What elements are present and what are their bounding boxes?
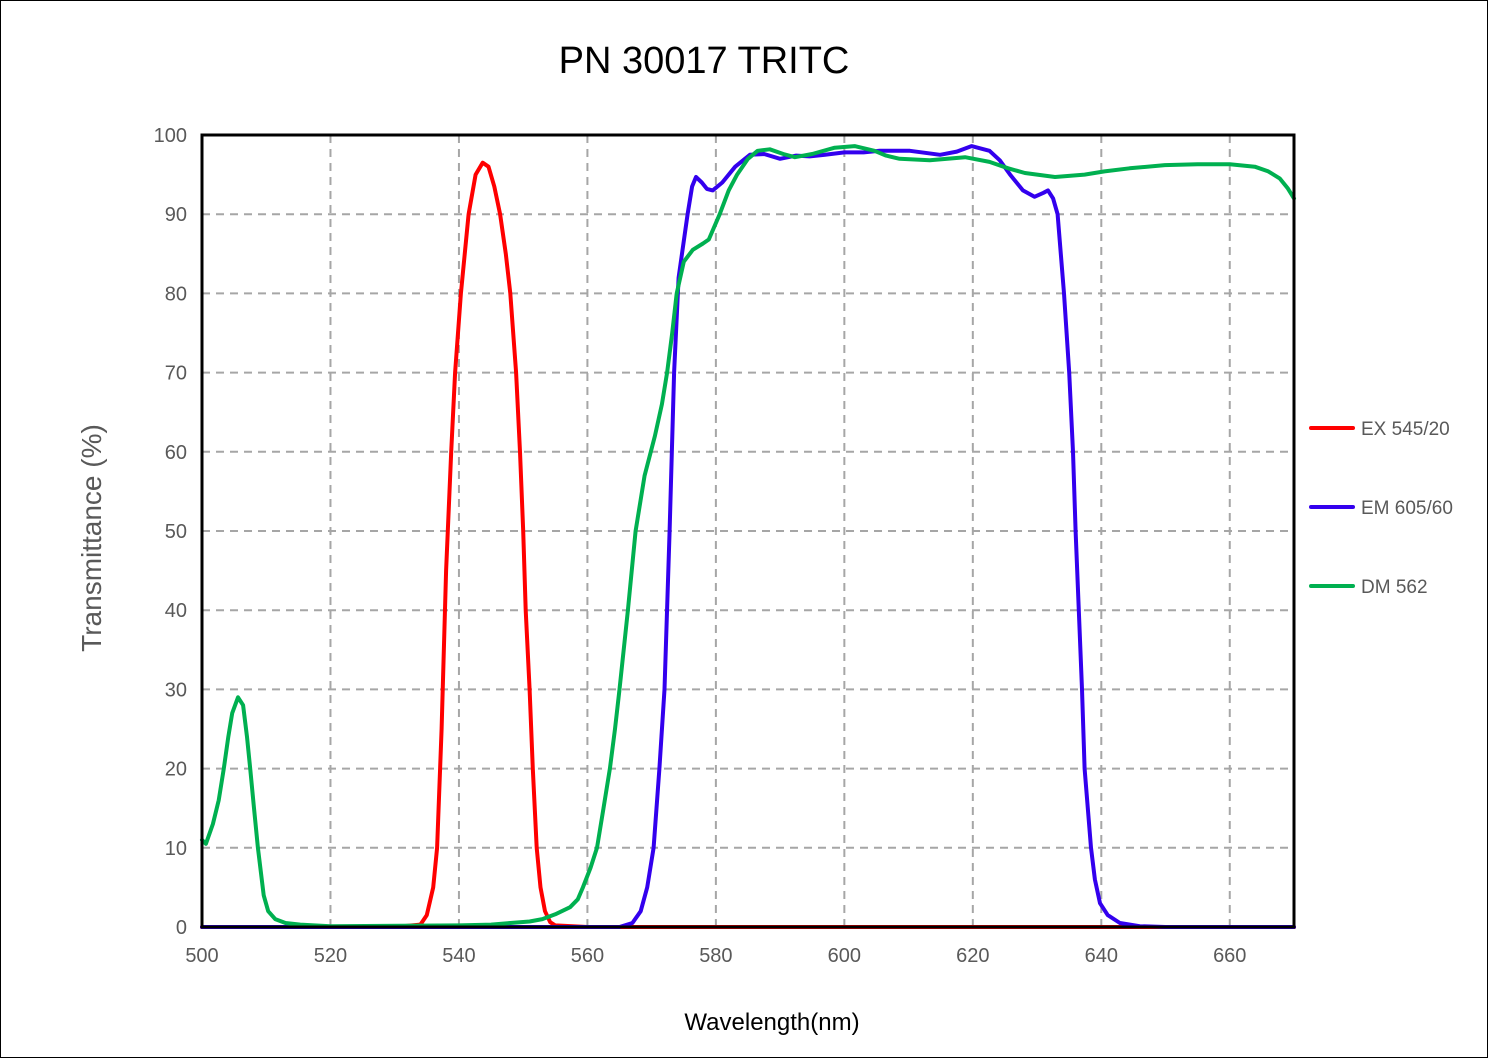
x-tick-label: 580 xyxy=(699,945,732,967)
y-tick-label: 20 xyxy=(165,759,187,781)
legend-label: EM 605/60 xyxy=(1361,498,1453,519)
y-tick-label: 10 xyxy=(165,838,187,860)
y-tick-label: 70 xyxy=(165,363,187,385)
x-tick-label: 500 xyxy=(185,945,218,967)
y-tick-label: 60 xyxy=(165,442,187,464)
y-tick-label: 80 xyxy=(165,283,187,305)
y-tick-label: 40 xyxy=(165,600,187,622)
x-tick-label: 600 xyxy=(828,945,861,967)
chart-title: PN 30017 TRITC xyxy=(559,40,850,82)
x-tick-label: 640 xyxy=(1085,945,1118,967)
x-tick-label: 520 xyxy=(314,945,347,967)
legend-label: EX 545/20 xyxy=(1361,419,1450,440)
x-tick-label: 620 xyxy=(956,945,989,967)
series-line-ex-545-20 xyxy=(200,160,1296,929)
y-axis-label: Transmittance (%) xyxy=(76,424,107,652)
x-tick-label: 560 xyxy=(571,945,604,967)
y-tick-label: 0 xyxy=(176,917,187,939)
series-line-dm-562 xyxy=(200,144,1296,929)
y-tick-label: 30 xyxy=(165,679,187,701)
y-tick-label: 90 xyxy=(165,204,187,226)
legend-item-dm-562: DM 562 xyxy=(1309,577,1428,598)
y-axis-ticks: 0 10 20 30 40 50 60 70 80 90 100 xyxy=(154,125,187,939)
series-line-em-605-60 xyxy=(200,144,1296,929)
legend-label: DM 562 xyxy=(1361,577,1428,598)
plot-area-border xyxy=(200,133,1296,929)
x-tick-label: 540 xyxy=(442,945,475,967)
y-tick-label: 100 xyxy=(154,125,187,147)
x-axis-label: Wavelength(nm) xyxy=(684,1009,859,1036)
grid-lines xyxy=(202,135,1294,927)
x-axis-ticks: 500 520 540 560 580 600 620 640 660 xyxy=(185,945,1246,967)
legend: EX 545/20 EM 605/60 DM 562 xyxy=(1309,419,1453,598)
data-series xyxy=(200,144,1296,929)
x-tick-label: 660 xyxy=(1213,945,1246,967)
y-tick-label: 50 xyxy=(165,521,187,543)
legend-item-em-605-60: EM 605/60 xyxy=(1309,498,1453,519)
legend-item-ex-545-20: EX 545/20 xyxy=(1309,419,1450,440)
